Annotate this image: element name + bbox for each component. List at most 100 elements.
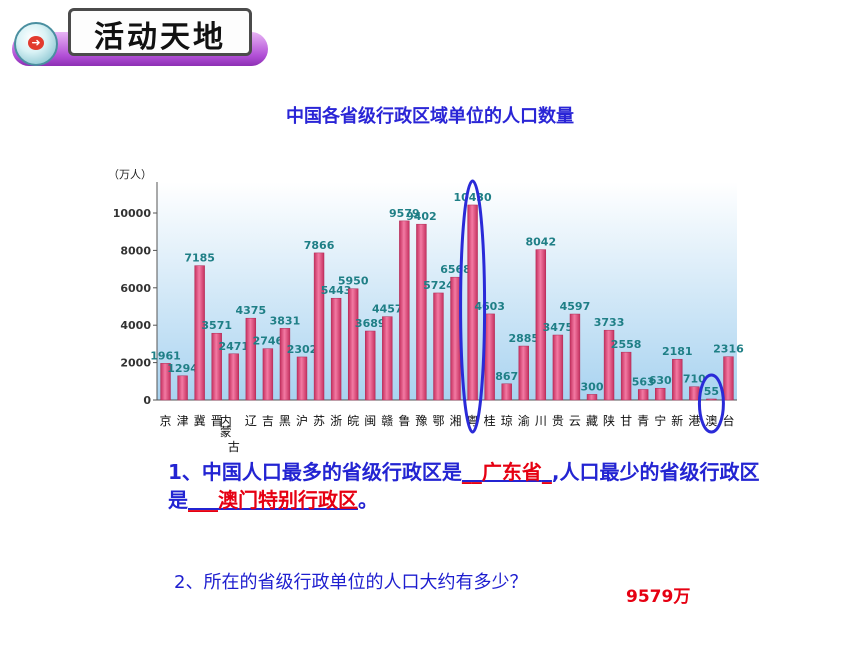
category-label: 甘	[620, 414, 632, 428]
y-tick-label: 4000	[120, 319, 151, 332]
q1-mid: ,人口最少的省级行政区是	[168, 460, 760, 512]
category-label: 新	[671, 413, 683, 428]
category-label: 蒙	[220, 425, 232, 439]
data-label: 1961	[150, 349, 181, 362]
category-label: 古	[228, 439, 240, 454]
category-label: 京	[160, 414, 172, 428]
bar-晋	[211, 332, 222, 401]
category-label: 桂	[484, 413, 496, 428]
data-label: 3831	[270, 314, 301, 327]
chart-title: 中国各省级行政区域单位的人口数量	[286, 106, 574, 127]
bar-渝	[518, 345, 529, 401]
bar-云	[569, 313, 581, 401]
y-tick-label: 8000	[120, 244, 151, 257]
data-label: 55	[704, 385, 719, 398]
bar-桂	[484, 313, 495, 401]
bar-陕	[603, 329, 615, 401]
q1-suffix: 。	[358, 488, 378, 512]
data-label: 630	[649, 374, 672, 387]
question-2-answer: 9579万	[626, 587, 691, 607]
data-label: 5443	[321, 284, 352, 297]
data-label: 2885	[508, 332, 539, 345]
category-label: 津	[177, 414, 189, 428]
bar-吉	[262, 348, 274, 401]
bar-新	[672, 358, 683, 401]
bar-黑	[279, 328, 291, 401]
highlight-ellipse-澳	[697, 373, 725, 434]
data-label: 3475	[543, 321, 574, 334]
data-label: 9579	[389, 207, 420, 220]
data-label: 2558	[611, 338, 642, 351]
category-label: 豫	[415, 414, 427, 428]
category-label: 苏	[313, 414, 325, 428]
bar-沪	[296, 356, 308, 401]
category-label: 澳	[705, 414, 717, 428]
data-label: 4597	[560, 300, 591, 313]
data-label: 9402	[406, 210, 437, 223]
bar-青	[637, 389, 649, 401]
bar-辽	[245, 317, 257, 401]
data-label: 2746	[253, 335, 284, 348]
category-label: 鲁	[398, 414, 410, 428]
data-label: 1294	[167, 362, 198, 375]
data-label: 5950	[338, 275, 369, 288]
data-label: 710	[683, 373, 706, 386]
data-label: 2316	[713, 343, 744, 356]
category-label: 宁	[654, 413, 666, 428]
highlight-ellipse-粤	[459, 179, 487, 434]
y-tick-label: 10000	[113, 207, 152, 220]
data-label: 867	[495, 370, 518, 383]
bar-澳	[706, 398, 717, 401]
category-label: 湘	[450, 413, 462, 428]
bar-豫	[416, 223, 427, 401]
activity-banner: ➜ 活动天地	[6, 4, 268, 68]
banner-title-box: 活动天地	[68, 8, 252, 56]
data-label: 2471	[218, 340, 249, 353]
bar-琼	[501, 383, 512, 401]
bar-台	[723, 356, 734, 401]
data-label: 563	[632, 375, 655, 388]
category-label: 内	[220, 414, 232, 428]
category-label: 辽	[245, 414, 257, 428]
bar-甘	[620, 351, 632, 401]
category-label: 云	[569, 414, 581, 428]
data-label: 7866	[304, 239, 335, 252]
bar-内蒙古	[228, 353, 239, 401]
data-label: 10430	[453, 191, 492, 204]
bar-皖	[347, 288, 359, 401]
data-label: 300	[581, 380, 604, 393]
banner-title: 活动天地	[94, 20, 226, 55]
population-bar-chart: （万人） 0 2000 4000 6000 8000 10000 1961 京 1294 津 718…	[108, 168, 744, 454]
bar-川	[535, 249, 547, 401]
category-label: 黑	[279, 414, 291, 428]
category-label: 浙	[330, 414, 342, 428]
banner-button[interactable]: ➜	[14, 22, 58, 66]
category-label: 赣	[381, 414, 393, 428]
bar-苏	[313, 252, 325, 401]
data-label: 6568	[440, 263, 471, 276]
category-label: 港	[688, 414, 700, 428]
bar-贵	[552, 334, 564, 401]
data-label: 3733	[594, 316, 625, 329]
q1-prefix: 1、中国人口最多的省级行政区是	[168, 460, 462, 484]
category-label: 吉	[262, 414, 274, 428]
bar-湘	[450, 276, 461, 401]
bar-藏	[586, 394, 598, 401]
q1-answer-2: ___澳门特别行政区	[188, 488, 358, 512]
data-label: 2181	[662, 345, 693, 358]
data-label: 3689	[355, 317, 386, 330]
question-2: 2、所在的省级行政单位的人口大约有多少？	[174, 572, 528, 593]
category-label: 冀	[194, 414, 206, 428]
category-label: 川	[535, 414, 547, 428]
category-label: 闽	[364, 414, 376, 428]
y-tick-label: 2000	[120, 357, 151, 370]
y-tick-label: 0	[143, 394, 151, 407]
y-axis-label: （万人）	[108, 168, 152, 181]
category-label: 青	[637, 414, 649, 428]
q1-answer-1: __广东省_	[461, 460, 552, 484]
data-label: 4375	[236, 304, 267, 317]
category-label: 陕	[603, 413, 615, 428]
data-label: 4457	[372, 303, 403, 316]
data-label: 5724	[423, 279, 454, 292]
bar-赣	[382, 316, 393, 401]
